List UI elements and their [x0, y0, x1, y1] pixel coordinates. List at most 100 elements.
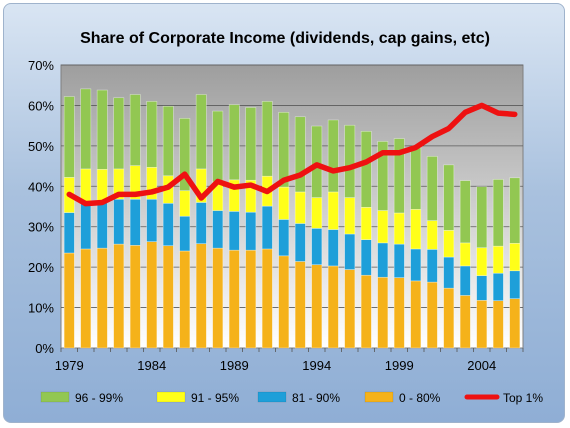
bar-segment [360, 131, 372, 208]
y-tick-label: 0% [35, 341, 54, 356]
bar-segment [228, 211, 240, 251]
bar-segment [113, 243, 125, 349]
bar-segment [63, 96, 75, 178]
bar-segment [443, 230, 455, 258]
bar-segment [162, 245, 174, 349]
bar-segment [311, 197, 323, 229]
bar-segment [179, 215, 191, 252]
bar-segment [492, 245, 504, 274]
line-series-top-1 [66, 102, 518, 207]
bar-segment [476, 186, 488, 249]
x-tick-label: 1979 [55, 358, 84, 373]
chart-panel: Share of Corporate Income (dividends, ca… [3, 3, 565, 423]
bar-segment [261, 248, 273, 349]
bar-segment [179, 250, 191, 349]
bar-segment [410, 147, 422, 210]
bar-segment [80, 88, 92, 170]
bar-segment [113, 198, 125, 245]
bar-segment [476, 247, 488, 276]
bar-segment [80, 168, 92, 203]
bar-segment [344, 233, 356, 270]
bar-segment [377, 242, 389, 278]
bar-segment [129, 94, 141, 166]
bar-segment [278, 219, 290, 257]
bar-segment [245, 107, 257, 181]
bar-segment [162, 105, 174, 177]
bar-segment [96, 201, 108, 249]
bar-segment [96, 247, 108, 349]
bar-segment [426, 156, 438, 221]
bar-segment [179, 190, 191, 217]
bar-segment [360, 274, 372, 349]
x-tick-label: 2004 [467, 358, 496, 373]
bar-segment [146, 198, 158, 242]
bar-segment [195, 243, 207, 349]
bar-segment [344, 124, 356, 198]
bar-segment [492, 272, 504, 301]
bar-segment [327, 119, 339, 193]
bar-segment [228, 104, 240, 181]
legend-label: 91 - 95% [191, 391, 239, 405]
bar-segment [327, 229, 339, 267]
legend-label: 96 - 99% [75, 391, 123, 405]
legend-label: 81 - 90% [292, 391, 340, 405]
bar-segment [63, 252, 75, 349]
bar-segment [443, 164, 455, 231]
bar-segment [344, 197, 356, 235]
bar-segment [311, 125, 323, 198]
y-tick-label: 60% [28, 98, 54, 113]
y-tick-label: 20% [28, 260, 54, 275]
y-tick-label: 40% [28, 179, 54, 194]
legend-label: Top 1% [503, 391, 543, 405]
bar-segment [393, 243, 405, 278]
bar-segment [195, 202, 207, 244]
chart-svg: 0% 10% 20% 30% 40% 50% 60% 70% 1979 1984 1989 1994 1… [28, 58, 543, 405]
bar-segment [96, 169, 108, 203]
bar-segment [410, 280, 422, 349]
bar-segment [426, 249, 438, 283]
bar-segment [459, 180, 471, 244]
legend-swatch [364, 391, 394, 403]
bar-segment [129, 198, 141, 246]
bar-segment [162, 202, 174, 247]
bar-segment [113, 97, 125, 170]
y-tick-label: 70% [28, 58, 54, 73]
bar-segment [80, 202, 92, 250]
bar-segment [146, 101, 158, 168]
bar-segment [96, 89, 108, 170]
x-tick-label: 1984 [137, 358, 166, 373]
bar-segment [410, 248, 422, 282]
bar-segment [410, 209, 422, 250]
bar-segment [311, 264, 323, 349]
bar-segment [459, 265, 471, 296]
bar-segment [443, 287, 455, 349]
bar-segment [393, 277, 405, 349]
bar-segment [146, 241, 158, 349]
legend-swatch [257, 391, 287, 403]
bar-segment [294, 191, 306, 224]
y-tick-label: 50% [28, 139, 54, 154]
bar-segment [311, 228, 323, 266]
bar-segment [179, 118, 191, 192]
bar-segment [327, 265, 339, 349]
bar-segment [360, 239, 372, 276]
bar-segment [476, 275, 488, 301]
bar-segment [278, 112, 290, 188]
bar-segment [294, 261, 306, 349]
bar-segment [261, 205, 273, 250]
bar-segment [476, 299, 488, 349]
chart-title: Share of Corporate Income (dividends, ca… [80, 30, 490, 47]
bar-segment [212, 110, 224, 183]
bar-segment [509, 242, 521, 272]
y-tick-label: 10% [28, 301, 54, 316]
bar-segment [426, 281, 438, 349]
bar-segment [129, 245, 141, 349]
bar-segment [245, 249, 257, 349]
bar-segment [393, 212, 405, 245]
bar-segment [212, 247, 224, 349]
bar-segment [344, 269, 356, 349]
legend-label: 0 - 80% [399, 391, 441, 405]
x-tick-label: 1994 [302, 358, 331, 373]
bar-segment [278, 255, 290, 349]
bar-segment [426, 220, 438, 250]
